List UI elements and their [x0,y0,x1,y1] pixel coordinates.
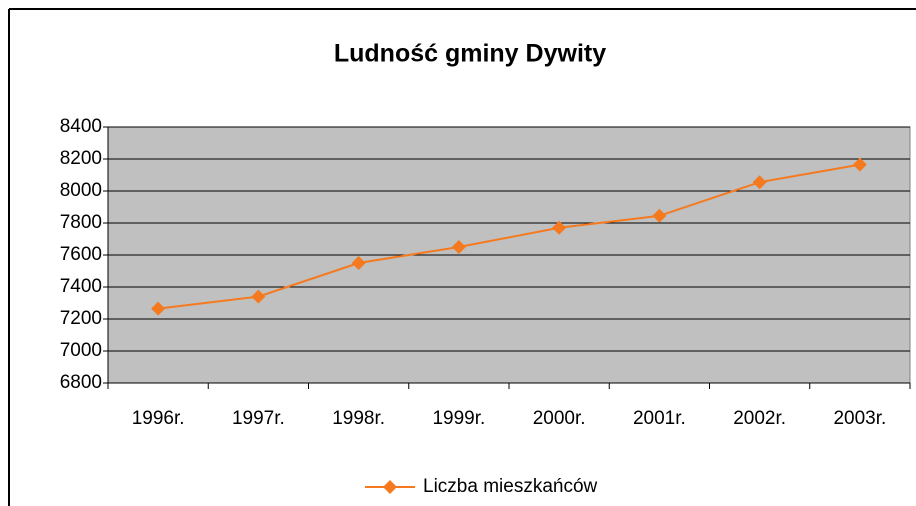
y-tick-label: 8200 [60,148,102,169]
y-tick-label: 8000 [60,180,102,201]
data-point [552,220,567,235]
data-point [451,240,466,254]
data-line [158,163,861,310]
y-tick-label: 7800 [60,212,102,233]
data-point [752,175,767,190]
y-tick-label: 7600 [60,244,102,265]
y-tick-label: 7000 [60,340,102,361]
data-point [652,208,667,223]
y-tick-label: 7400 [60,276,102,297]
legend-marker [383,480,397,494]
x-tick-label: 2002r. [733,408,786,429]
x-tick-label: 2000r. [533,408,586,429]
x-tick-label: 1996r. [132,408,185,429]
y-tick-label: 8400 [60,116,102,137]
data-point [852,157,867,172]
y-tick-label: 6800 [60,372,102,393]
y-tick-label: 7200 [60,308,102,329]
data-point [151,301,166,316]
legend-label: Liczba mieszkańców [423,476,598,497]
chart-title: Ludność gminy Dywity [334,40,606,68]
data-point [251,289,266,304]
x-tick-label: 1997r. [232,408,285,429]
x-tick-label: 2003r. [833,408,886,429]
x-tick-label: 1998r. [332,408,385,429]
x-tick-label: 1999r. [432,408,485,429]
x-tick-label: 2001r. [633,408,686,429]
data-point [351,256,366,270]
